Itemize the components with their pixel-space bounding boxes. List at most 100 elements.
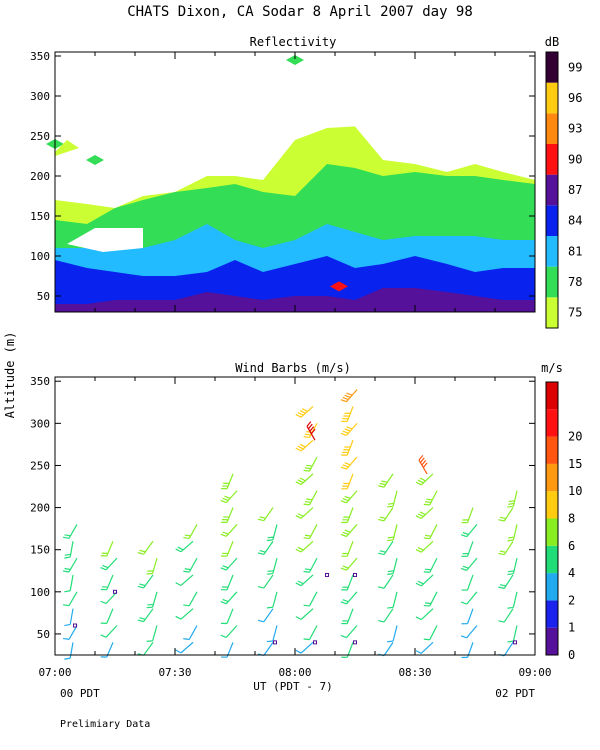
barb-feather [100, 600, 107, 605]
wind-barb [137, 540, 154, 555]
barb-feather [342, 599, 349, 603]
calm-marker [513, 640, 517, 645]
barb-feather [303, 503, 310, 506]
barb-feather [507, 640, 514, 643]
barb-feather [301, 408, 308, 412]
wind-barb [295, 608, 314, 620]
wind-barb [220, 625, 238, 638]
wind-barb [220, 507, 234, 524]
colorbar-swatch [546, 518, 558, 546]
y-tick-label: 350 [30, 50, 50, 63]
calm-marker [273, 640, 277, 645]
barb-feather [340, 466, 347, 470]
barb-shaft [263, 574, 274, 589]
barb-feather [304, 534, 311, 537]
wind-barb [423, 524, 438, 540]
barb-shaft [420, 641, 434, 654]
wind-barb [220, 574, 234, 591]
wind-barb [220, 524, 238, 537]
barb-shaft [69, 608, 74, 625]
plot-frame [54, 376, 536, 656]
barb-feather [508, 536, 515, 539]
y-tick-label: 250 [30, 459, 50, 472]
colorbar-frame [545, 51, 559, 329]
wind-barb [295, 507, 314, 519]
barb-feather [342, 464, 349, 468]
colorbar-swatch [546, 463, 558, 492]
colorbar-label: 1 [568, 621, 575, 635]
colorbar-label: 99 [568, 60, 582, 74]
footnote: Prelimiary Data [60, 719, 150, 730]
wind-barb [415, 507, 434, 520]
colorbar-label: 2 [568, 593, 575, 607]
colorbar-swatch [546, 600, 558, 628]
wind-barb [507, 557, 518, 576]
barb-feather [379, 516, 386, 520]
barb-feather [137, 552, 144, 555]
wind-barb [183, 557, 198, 573]
barb-feather [220, 567, 227, 571]
barb-feather [340, 634, 347, 639]
wind-barb [498, 540, 514, 556]
barb-shaft [152, 625, 158, 642]
wind-barb [461, 541, 474, 557]
barb-feather [378, 586, 385, 589]
x-tick-label: 07:00 [38, 666, 71, 679]
wind-barb [340, 389, 358, 403]
wind-barb [498, 574, 514, 589]
y-tick-label: 150 [30, 544, 50, 557]
wind-barb [498, 642, 514, 657]
wind-barb [507, 490, 518, 508]
wind-barb [64, 574, 74, 593]
barb-shaft [180, 574, 194, 586]
barb-feather [423, 604, 430, 607]
barb-feather [295, 548, 302, 553]
barb-feather [419, 457, 425, 463]
wind-barb [266, 524, 278, 542]
wind-barb [498, 507, 514, 522]
wind-barb [64, 541, 74, 559]
barb-feather [297, 445, 304, 450]
barb-feather [378, 485, 385, 488]
wind-barb [295, 439, 314, 452]
barb-feather [344, 529, 351, 533]
wind-barb [146, 557, 158, 575]
barb-shaft [346, 625, 358, 638]
barb-feather [344, 462, 351, 466]
colorbar-swatch [546, 52, 558, 83]
barb-feather [387, 640, 394, 643]
wind-barb [295, 641, 314, 654]
barb-feather [303, 469, 310, 472]
wind-barb [498, 608, 514, 623]
barb-shaft [429, 625, 438, 641]
barb-feather [415, 582, 422, 587]
barb-feather [418, 454, 424, 461]
barb-feather [425, 602, 432, 605]
barb-feather [64, 553, 71, 556]
colorbar-label: 4 [568, 566, 575, 580]
wind-barb [266, 591, 278, 609]
barb-feather [175, 548, 182, 553]
left-local-time: 00 PDT [60, 687, 100, 700]
barb-feather [340, 601, 347, 605]
wind-barb [378, 507, 394, 522]
barb-feather [297, 411, 304, 416]
barb-feather [64, 567, 71, 571]
barb-shaft [308, 591, 318, 607]
barb-feather [379, 482, 386, 486]
wind-barb [303, 456, 318, 472]
figure-title: CHATS Dixon, CA Sodar 8 April 2007 day 9… [127, 4, 473, 20]
barb-feather [184, 534, 191, 537]
barb-shaft [512, 625, 518, 642]
barb-feather [381, 480, 388, 483]
barb-feather [266, 640, 273, 643]
barb-shaft [503, 608, 514, 623]
barb-feather [507, 573, 514, 576]
barb-feather [62, 570, 70, 573]
barb-shaft [503, 642, 514, 657]
barb-feather [64, 556, 71, 559]
colorbar-label: 6 [568, 539, 575, 553]
barb-feather [417, 479, 424, 484]
wind-barb [340, 456, 358, 470]
